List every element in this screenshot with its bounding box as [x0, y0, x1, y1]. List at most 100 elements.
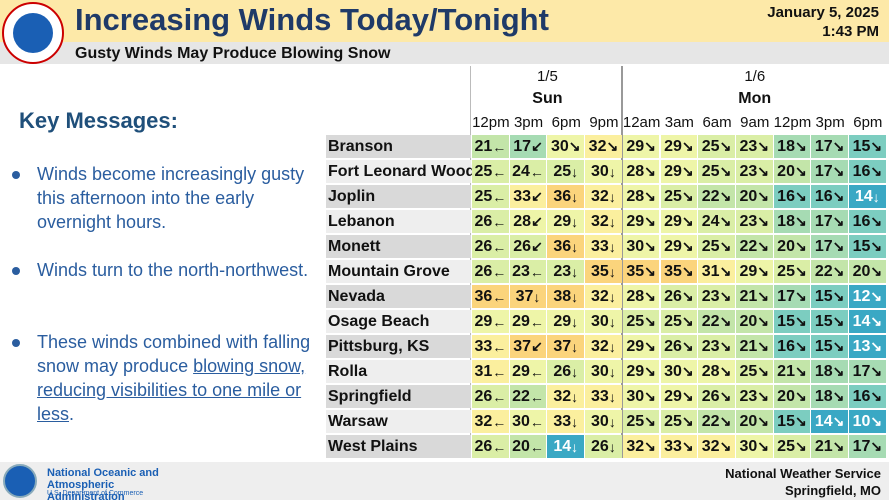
- wind-cell: 25 ↘: [660, 185, 698, 208]
- wind-cell: 17 ↘: [849, 360, 886, 383]
- gust-value: 23: [739, 212, 758, 230]
- row-label: West Plains: [326, 435, 471, 458]
- gust-value: 15: [777, 412, 795, 430]
- gust-value: 22: [512, 387, 530, 405]
- gust-value: 37: [513, 337, 532, 355]
- wind-cell: 25 ←: [472, 160, 509, 183]
- wind-arrow: ↘: [681, 413, 694, 429]
- wind-arrow: ↘: [832, 238, 845, 254]
- wind-arrow: ↓: [608, 338, 616, 355]
- gust-value: 36: [474, 287, 493, 305]
- wind-arrow: ↓: [608, 363, 616, 380]
- gust-value: 36: [553, 237, 572, 255]
- wind-arrow: ↓: [608, 213, 616, 230]
- wind-arrow: ↘: [681, 138, 694, 154]
- wind-arrow: ←: [492, 138, 507, 155]
- wind-cell: 25 ↘: [622, 410, 660, 433]
- wind-cell: 13 ↘: [849, 335, 886, 358]
- gust-value: 31: [701, 262, 720, 280]
- gust-value: 25: [626, 412, 645, 430]
- gust-value: 36: [553, 187, 572, 205]
- wind-cell: 23 ↘: [735, 210, 773, 233]
- wind-arrow: ↘: [644, 288, 656, 304]
- gust-value: 17: [814, 212, 833, 230]
- office: National Weather Service: [725, 466, 881, 481]
- wind-arrow: ↘: [794, 388, 807, 404]
- wind-arrow: ↘: [757, 288, 769, 304]
- wind-cell: 29 ↘: [622, 335, 660, 358]
- wind-cell: 35 ↘: [622, 260, 660, 283]
- wind-cell: 33 ↘: [660, 435, 698, 458]
- wind-arrow: ↘: [757, 188, 769, 204]
- wind-arrow: ↘: [644, 388, 656, 404]
- wind-cell: 23 ←: [509, 260, 547, 283]
- wind-arrow: ←: [529, 163, 544, 180]
- wind-arrow: ↘: [681, 338, 694, 354]
- gust-value: 16: [852, 387, 871, 405]
- wind-arrow: ↘: [794, 263, 807, 279]
- wind-arrow: ↘: [757, 413, 769, 429]
- wind-cell: 22 ↘: [698, 310, 735, 333]
- wind-arrow: ↘: [644, 338, 656, 354]
- gust-value: 17: [852, 362, 871, 380]
- wind-cell: 30 ↘: [660, 360, 698, 383]
- day-header: Mon: [738, 90, 772, 107]
- wind-cell: 25 ↓: [547, 160, 585, 183]
- gust-value: 18: [777, 212, 795, 230]
- gust-value: 30: [591, 412, 609, 430]
- wind-cell: 14 ↓: [547, 435, 585, 458]
- wind-cell: 25 ↘: [698, 135, 735, 158]
- wind-cell: 21 ↘: [773, 360, 811, 383]
- wind-cell: 33 ↓: [585, 235, 622, 258]
- wind-arrow: ↘: [681, 188, 694, 204]
- wind-cell: 25 ←: [472, 185, 509, 208]
- wind-cell: 17 ↘: [773, 285, 811, 308]
- wind-arrow: ↘: [644, 313, 656, 329]
- wind-arrow: ↘: [870, 138, 883, 154]
- gust-value: 29: [664, 387, 682, 405]
- hour-header: 12pm: [472, 114, 510, 131]
- wind-arrow: ↘: [794, 313, 807, 329]
- wind-arrow: ↓: [872, 188, 880, 205]
- gust-value: 28: [626, 162, 645, 180]
- row-label: Osage Beach: [326, 310, 471, 333]
- wind-arrow: ↘: [870, 213, 883, 229]
- bullet-text: Winds become increasingly gusty this aft…: [37, 164, 305, 232]
- subtitle-bar: [0, 42, 889, 64]
- wind-cell: 17 ↘: [811, 235, 848, 258]
- gust-value: 29: [626, 212, 645, 230]
- gust-value: 21: [814, 437, 833, 455]
- gust-value: 29: [553, 212, 572, 230]
- gust-value: 37: [515, 287, 534, 305]
- wind-arrow: ↘: [870, 363, 883, 379]
- wind-arrow: ↘: [832, 288, 845, 304]
- wind-cell: 22 ↘: [698, 185, 735, 208]
- gust-value: 21: [739, 337, 758, 355]
- wind-arrow: ↘: [757, 338, 769, 354]
- wind-cell: 32 ↘: [622, 435, 660, 458]
- gust-value: 25: [626, 312, 645, 330]
- wind-cell: 28 ↙: [509, 210, 547, 233]
- wind-arrow: ↘: [794, 238, 807, 254]
- gust-value: 25: [664, 412, 682, 430]
- gust-value: 33: [591, 387, 609, 405]
- gust-value: 20: [739, 412, 758, 430]
- row-label: Branson: [326, 135, 471, 158]
- gust-value: 29: [664, 212, 682, 230]
- gust-value: 18: [814, 387, 833, 405]
- wind-cell: 37 ↙: [509, 335, 547, 358]
- wind-cell: 26 ↓: [585, 435, 622, 458]
- wind-cell: 20 ↘: [735, 185, 773, 208]
- gust-value: 32: [591, 212, 609, 230]
- gust-value: 30: [626, 237, 645, 255]
- gust-value: 29: [626, 137, 645, 155]
- wind-arrow: ↘: [832, 338, 845, 354]
- gust-value: 25: [664, 187, 682, 205]
- wind-cell: 15 ↘: [849, 235, 886, 258]
- wind-cell: 26 ←: [472, 235, 509, 258]
- gust-value: 23: [739, 387, 758, 405]
- wind-arrow: ↓: [608, 263, 616, 280]
- wind-cell: 29 ←: [509, 360, 547, 383]
- wind-arrow: ↓: [571, 313, 579, 330]
- wind-cell: 32 ↘: [585, 135, 622, 158]
